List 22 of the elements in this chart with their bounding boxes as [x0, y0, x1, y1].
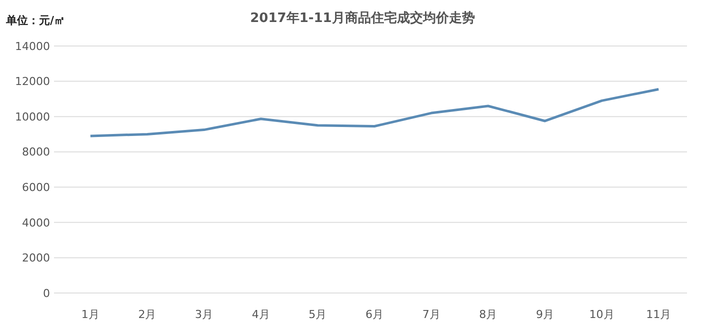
x-tick-label: 1月	[81, 308, 100, 321]
y-tick-label: 2000	[22, 252, 50, 265]
y-tick-label: 12000	[15, 75, 50, 88]
x-tick-label: 4月	[252, 308, 270, 321]
y-tick-label: 14000	[15, 40, 50, 53]
x-tick-label: 10月	[589, 308, 614, 321]
y-axis-title: 单位：元/㎡	[5, 14, 66, 27]
y-tick-label: 8000	[22, 146, 50, 159]
x-tick-label: 5月	[308, 308, 327, 321]
y-tick-label: 6000	[22, 180, 50, 194]
y-tick-label: 4000	[22, 216, 50, 230]
x-tick-label: 6月	[366, 308, 384, 321]
x-tick-label: 2月	[138, 308, 156, 321]
y-tick-label: 10000	[15, 110, 50, 124]
x-tick-label: 3月	[195, 308, 214, 321]
line-series	[89, 88, 660, 138]
x-tick-label: 9月	[536, 308, 554, 321]
x-tick-label: 11月	[646, 308, 672, 321]
x-tick-label: 8月	[479, 308, 498, 321]
y-tick-label: 0	[43, 286, 50, 300]
x-tick-label: 7月	[422, 308, 440, 321]
chart-title: 2017年1-11月商品住宅成交均价走势	[250, 10, 475, 26]
